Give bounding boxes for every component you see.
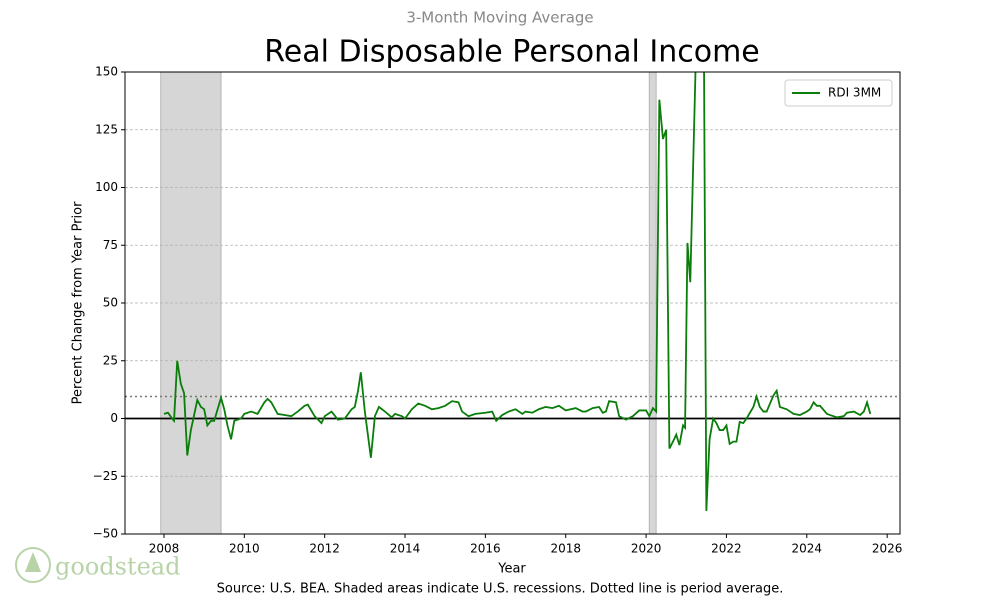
- x-tick-label: 2026: [872, 542, 903, 556]
- x-tick-label: 2020: [631, 542, 662, 556]
- x-tick-label: 2022: [711, 542, 742, 556]
- x-axis-label: Year: [497, 562, 526, 577]
- y-tick-label: 100: [95, 180, 118, 194]
- y-axis-label: Percent Change from Year Prior: [71, 201, 86, 405]
- source-note: Source: U.S. BEA. Shaded areas indicate …: [217, 582, 784, 597]
- y-tick-label: 75: [103, 238, 118, 252]
- logo-text: goodstead: [55, 553, 180, 581]
- y-tick-label: 150: [95, 65, 118, 79]
- chart-title: Real Disposable Personal Income: [264, 35, 760, 70]
- data-line: [163, 72, 872, 511]
- x-tick-label: 2024: [792, 542, 823, 556]
- x-tick-label: 2014: [390, 542, 421, 556]
- y-tick-label: −50: [93, 527, 118, 541]
- x-tick-label: 2012: [309, 542, 340, 556]
- chart-subtitle: 3-Month Moving Average: [406, 9, 593, 27]
- y-tick-label: −25: [93, 469, 118, 483]
- legend-label: RDI 3MM: [828, 86, 881, 100]
- x-tick-label: 2008: [149, 542, 180, 556]
- legend: RDI 3MM: [784, 79, 893, 107]
- logo-tree: [25, 552, 41, 572]
- legend-box: [784, 79, 893, 107]
- logo: goodstead: [15, 547, 180, 583]
- x-tick-label: 2016: [470, 542, 501, 556]
- logo-icon: [15, 547, 51, 583]
- y-tick-label: 0: [110, 411, 118, 425]
- x-tick-label: 2018: [550, 542, 581, 556]
- y-tick-label: 125: [95, 122, 118, 136]
- y-tick-label: 25: [103, 353, 118, 367]
- x-tick-label: 2010: [229, 542, 260, 556]
- y-tick-label: 50: [103, 296, 118, 310]
- plot-frame: [124, 71, 901, 535]
